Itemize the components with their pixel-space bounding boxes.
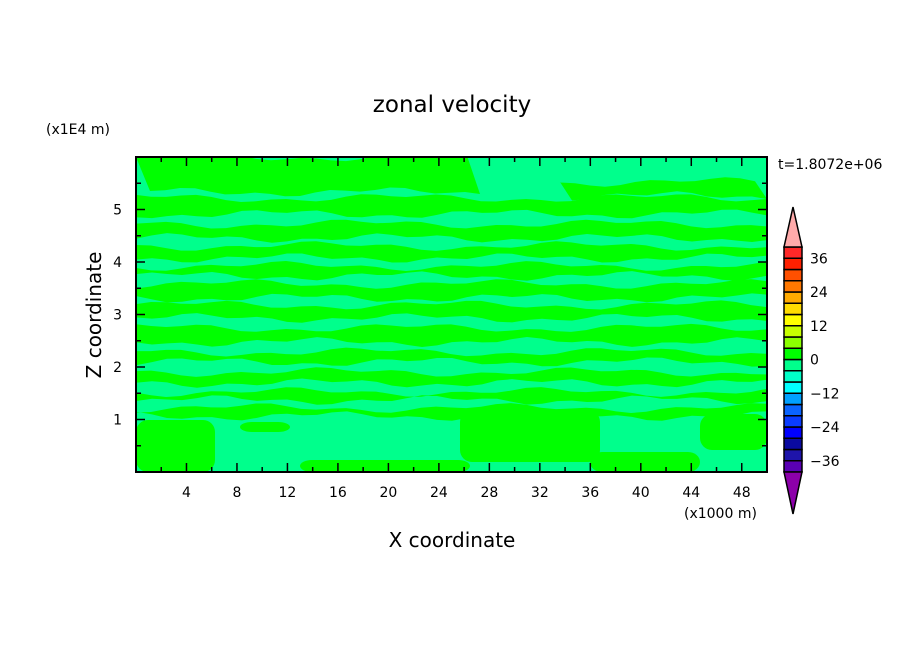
colorbar-box bbox=[783, 336, 803, 349]
x-tick-label: 36 bbox=[581, 485, 599, 501]
colorbar-tick-label: 24 bbox=[810, 285, 828, 301]
x-tick-label: 24 bbox=[430, 485, 448, 501]
contour-band bbox=[136, 300, 767, 323]
x-tick-label: 28 bbox=[480, 485, 498, 501]
y-tick-label: 2 bbox=[113, 360, 122, 376]
x-tick-label: 20 bbox=[379, 485, 397, 501]
x-tick-label: 40 bbox=[632, 485, 650, 501]
x-tick-label: 44 bbox=[682, 485, 700, 501]
contour-band bbox=[136, 194, 767, 219]
colorbar: 36 24 12 0 −12 −24 −36 bbox=[783, 206, 840, 515]
colorbar-box bbox=[783, 257, 803, 271]
y-axis-label: Z coordinate bbox=[82, 252, 106, 379]
colorbar-box bbox=[783, 448, 803, 462]
colorbar-box bbox=[783, 437, 803, 451]
colorbar-tick-label: −36 bbox=[810, 454, 840, 470]
contour-blob bbox=[700, 414, 767, 450]
colorbar-box bbox=[783, 291, 803, 304]
x-tick-label: 12 bbox=[279, 485, 297, 501]
colorbar-box bbox=[783, 313, 803, 327]
chart-title: zonal velocity bbox=[373, 92, 531, 118]
x-tick-label: 48 bbox=[733, 485, 751, 501]
contour-blob bbox=[460, 410, 600, 462]
colorbar-box bbox=[783, 268, 803, 282]
contour-band bbox=[136, 219, 767, 243]
colorbar-over-triangle bbox=[783, 206, 803, 248]
contour-blob bbox=[240, 422, 290, 432]
colorbar-tick-label: 12 bbox=[810, 319, 828, 335]
contour-band bbox=[136, 157, 480, 197]
colorbar-tick-label: −24 bbox=[810, 420, 840, 436]
colorbar-box bbox=[783, 246, 803, 259]
contour-band bbox=[136, 367, 767, 388]
colorbar-box bbox=[783, 392, 803, 406]
contour-band bbox=[136, 387, 767, 405]
x-tick-label: 16 bbox=[329, 485, 347, 501]
contour-blob bbox=[136, 420, 215, 472]
x-axis: 4 8 12 16 20 24 28 32 36 40 44 48 bbox=[160, 157, 751, 501]
x-tick-label: 8 bbox=[232, 485, 241, 501]
y-tick-label: 5 bbox=[113, 203, 122, 219]
contour-field bbox=[136, 157, 767, 472]
y-tick-label: 1 bbox=[113, 413, 122, 429]
colorbar-tick-label: 0 bbox=[810, 353, 819, 369]
colorbar-box bbox=[783, 302, 803, 316]
contour-band bbox=[136, 279, 767, 303]
time-label: t=1.8072e+06 bbox=[778, 157, 882, 173]
x-axis-label: X coordinate bbox=[389, 528, 516, 552]
contour-band bbox=[136, 261, 767, 281]
x-tick-label: 32 bbox=[531, 485, 549, 501]
colorbar-box bbox=[783, 370, 803, 383]
y-tick-label: 3 bbox=[113, 308, 122, 324]
contour-blob bbox=[300, 460, 470, 472]
contour-band bbox=[136, 323, 767, 347]
colorbar-box bbox=[783, 415, 803, 428]
colorbar-box bbox=[783, 381, 803, 394]
colorbar-box bbox=[783, 347, 803, 361]
x-tick-label: 4 bbox=[182, 485, 191, 501]
contour-blob bbox=[590, 452, 700, 472]
colorbar-box bbox=[783, 280, 803, 293]
colorbar-box bbox=[783, 403, 803, 417]
colorbar-box bbox=[783, 426, 803, 439]
contour-band bbox=[136, 241, 767, 263]
y-unit-label: (x1E4 m) bbox=[46, 122, 110, 138]
y-tick-label: 4 bbox=[113, 255, 122, 271]
colorbar-box bbox=[783, 358, 803, 372]
y-axis: 1 2 3 4 5 bbox=[113, 182, 767, 447]
colorbar-tick-label: 36 bbox=[810, 251, 828, 267]
contour-band bbox=[560, 177, 767, 201]
contour-band bbox=[136, 403, 767, 421]
contour-band bbox=[136, 347, 767, 367]
colorbar-box bbox=[783, 460, 803, 473]
x-unit-label: (x1000 m) bbox=[684, 506, 757, 522]
colorbar-tick-label: −12 bbox=[810, 386, 840, 402]
colorbar-box bbox=[783, 325, 803, 338]
colorbar-under-triangle bbox=[783, 471, 803, 515]
